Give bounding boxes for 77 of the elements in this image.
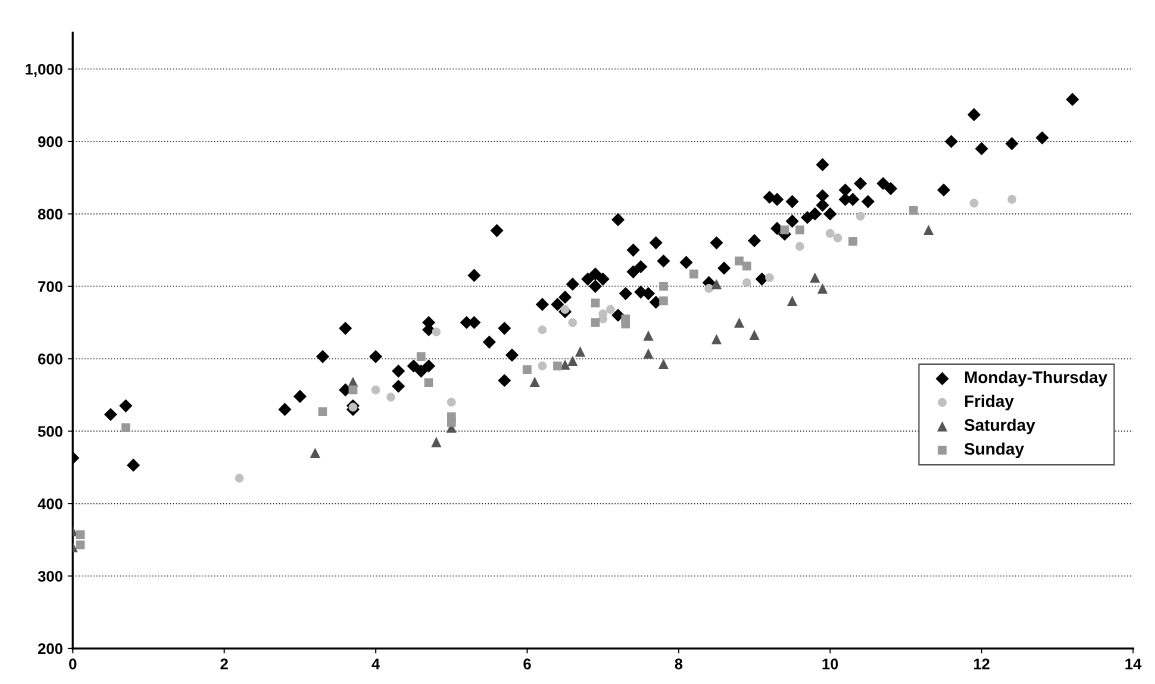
point: [75, 540, 85, 550]
point: [742, 261, 752, 271]
point: [447, 397, 456, 407]
point: [833, 233, 843, 243]
y-tick-label: 300: [37, 570, 63, 582]
point: [522, 365, 532, 374]
legend-label: Sunday: [964, 442, 1025, 459]
point: [795, 225, 805, 235]
point: [923, 224, 934, 235]
point: [416, 352, 426, 361]
point: [318, 407, 328, 416]
point: [787, 295, 798, 306]
point: [643, 348, 654, 359]
point: [704, 284, 714, 293]
point: [856, 211, 865, 221]
point: [749, 329, 760, 340]
y-tick-label: 400: [37, 498, 63, 510]
y-tick-label: 200: [38, 643, 63, 655]
point: [447, 418, 456, 427]
point: [969, 198, 979, 208]
x-tick-label: 14: [1125, 658, 1142, 670]
point: [553, 361, 562, 371]
point: [560, 305, 570, 314]
point: [234, 473, 244, 483]
point: [424, 378, 434, 388]
point: [909, 205, 918, 215]
point: [371, 385, 381, 395]
point: [606, 305, 615, 314]
point: [1007, 195, 1017, 204]
point: [621, 319, 631, 329]
x-tick-label: 12: [974, 658, 990, 670]
x-tick-label: 6: [523, 658, 531, 670]
point: [780, 225, 790, 235]
point: [575, 346, 586, 357]
point: [590, 298, 600, 308]
point: [659, 281, 668, 291]
point: [348, 385, 358, 395]
point: [711, 278, 722, 290]
legend-label: Saturday: [964, 418, 1036, 435]
point: [386, 392, 396, 402]
legend-label: Friday: [965, 394, 1014, 411]
y-tick-label: 900: [38, 136, 63, 148]
point: [711, 334, 722, 345]
point: [658, 358, 669, 369]
legend-label: Monday-Thursday: [965, 370, 1108, 387]
point: [568, 318, 578, 327]
x-tick-label: 2: [220, 658, 228, 670]
x-tick-label: 4: [371, 658, 380, 670]
x-tick-label: 10: [822, 658, 838, 670]
point: [537, 325, 547, 335]
point: [537, 361, 547, 371]
point: [689, 269, 699, 279]
point: [825, 229, 835, 238]
point: [431, 327, 441, 337]
x-tick-label: 8: [674, 658, 683, 670]
point: [309, 447, 321, 459]
point: [809, 272, 821, 283]
y-tick-label: 700: [38, 281, 63, 292]
point: [659, 296, 668, 306]
point: [734, 317, 745, 328]
point: [121, 423, 131, 432]
x-tick-label: 0: [69, 658, 77, 670]
point: [75, 530, 85, 540]
y-tick-label: 600: [38, 353, 63, 365]
point: [795, 242, 805, 251]
point: [742, 278, 752, 288]
point: [590, 318, 600, 327]
y-tick-label: 800: [38, 208, 63, 220]
point: [567, 355, 578, 367]
y-tick-label: 1,000: [25, 63, 63, 77]
point: [431, 436, 442, 448]
point: [848, 237, 858, 246]
point: [765, 273, 774, 283]
y-tick-label: 500: [38, 426, 63, 437]
point: [643, 330, 654, 341]
point: [817, 283, 828, 294]
point: [529, 376, 540, 388]
